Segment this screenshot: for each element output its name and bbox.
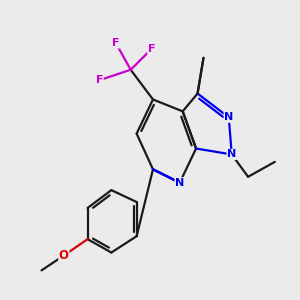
Text: N: N (227, 149, 236, 160)
Text: N: N (224, 112, 233, 122)
Text: F: F (96, 75, 103, 85)
Text: F: F (148, 44, 155, 54)
Text: O: O (59, 249, 69, 262)
Text: N: N (175, 178, 184, 188)
Text: F: F (112, 38, 120, 48)
